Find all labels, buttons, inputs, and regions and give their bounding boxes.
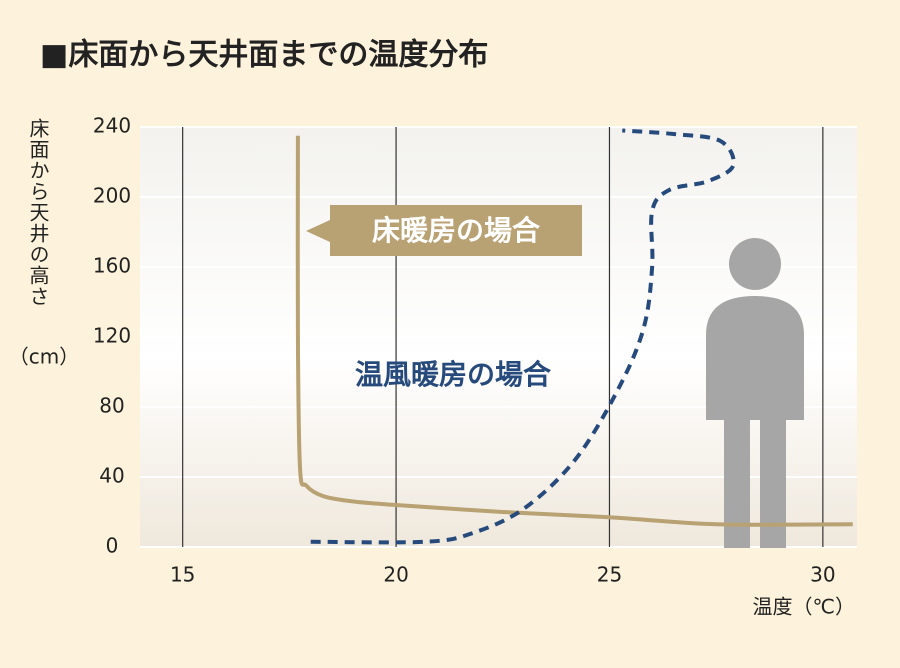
y-tick-label: 240 — [93, 114, 131, 138]
x-tick-label: 20 — [383, 563, 408, 587]
x-tick-label: 15 — [170, 563, 195, 587]
series-label: 温風暖房の場合 — [355, 358, 552, 391]
y-axis-label: 床面から天井の高さ — [26, 118, 50, 307]
series-line — [310, 128, 736, 545]
y-tick-label: 80 — [99, 394, 124, 418]
chart-title: ■床面から天井面までの温度分布 — [40, 38, 488, 73]
y-tick-label: 0 — [106, 534, 119, 558]
series-label: 床暖房の場合 — [372, 214, 541, 247]
y-tick-label: 200 — [93, 184, 131, 208]
y-tick-label: 120 — [93, 324, 131, 348]
y-axis-unit: （cm） — [9, 345, 79, 369]
y-tick-label: 160 — [93, 254, 131, 278]
x-tick-label: 30 — [810, 563, 835, 587]
x-tick-label: 25 — [597, 563, 622, 587]
y-tick-label: 40 — [99, 464, 124, 488]
series-line — [295, 135, 853, 527]
floor-label: 床暖房の場合 — [306, 205, 582, 256]
x-axis-label: 温度（℃） — [753, 595, 855, 619]
